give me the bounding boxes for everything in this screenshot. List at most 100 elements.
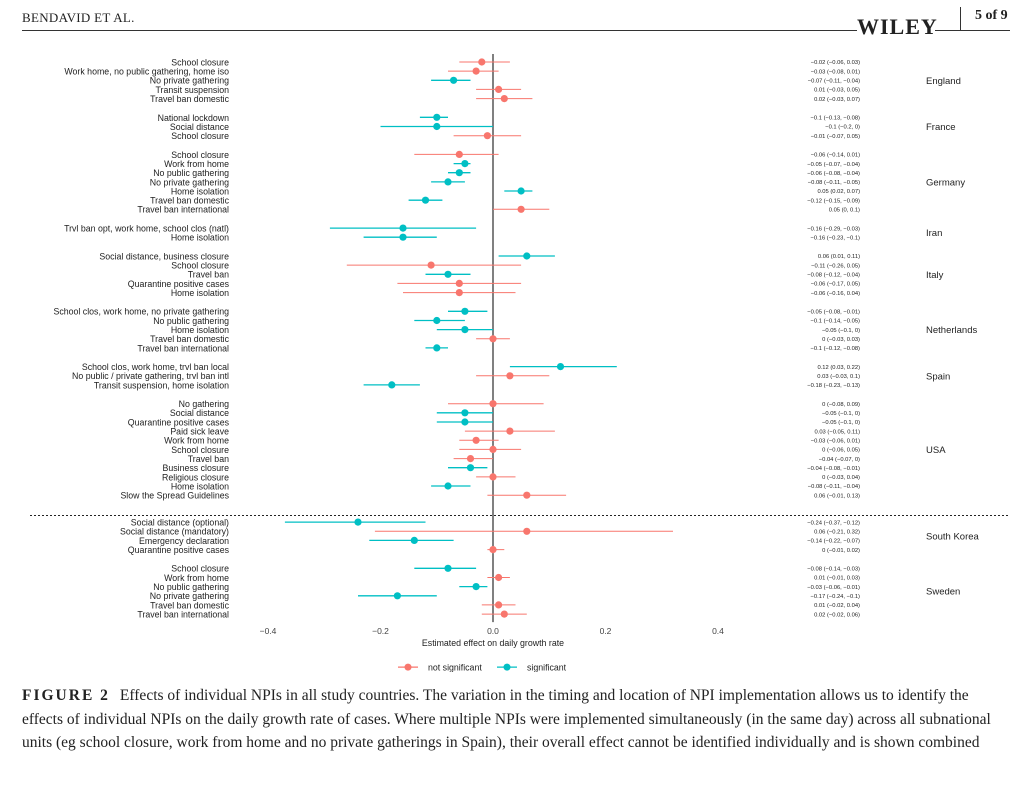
row-label-8-0: Social distance (optional) bbox=[131, 518, 229, 528]
row-label-0-4: Travel ban domestic bbox=[150, 94, 229, 104]
publisher-logo: WILEY bbox=[857, 14, 938, 39]
estimate-text-2-1: −0.05 (−0.07, −0.04) bbox=[807, 162, 860, 168]
point-estimate-5-3 bbox=[489, 335, 497, 343]
country-label-france: France bbox=[926, 122, 956, 133]
header-rule bbox=[22, 30, 857, 31]
row-label-2-5: Travel ban domestic bbox=[150, 196, 229, 206]
point-estimate-1-2 bbox=[483, 132, 491, 140]
row-label-9-2: No public gathering bbox=[153, 582, 229, 592]
row-label-2-6: Travel ban international bbox=[137, 205, 229, 215]
row-label-5-2: Home isolation bbox=[171, 325, 229, 335]
point-estimate-9-0 bbox=[444, 564, 452, 572]
header-divider bbox=[960, 7, 961, 31]
row-label-7-5: School closure bbox=[171, 445, 229, 455]
point-estimate-0-0 bbox=[478, 58, 486, 66]
figure-label: FIGURE 2 bbox=[22, 687, 110, 704]
row-label-9-5: Travel ban international bbox=[137, 610, 229, 620]
row-label-6-0: School clos, work home, trvl ban local bbox=[82, 362, 229, 372]
row-label-9-1: Work from home bbox=[164, 573, 229, 583]
row-label-5-3: Travel ban domestic bbox=[150, 334, 229, 344]
estimate-text-6-1: 0.03 (−0.03, 0.1) bbox=[817, 374, 860, 380]
point-estimate-4-0 bbox=[523, 252, 531, 260]
country-label-england: England bbox=[926, 76, 961, 87]
point-estimate-0-4 bbox=[500, 95, 508, 103]
row-label-4-0: Social distance, business closure bbox=[99, 251, 229, 261]
row-label-3-1: Home isolation bbox=[171, 233, 229, 243]
row-label-7-2: Quarantine positive cases bbox=[128, 417, 230, 427]
point-estimate-7-2 bbox=[461, 418, 469, 426]
point-estimate-9-3 bbox=[393, 592, 401, 600]
x-tick-label: 0.0 bbox=[487, 626, 499, 636]
point-estimate-8-2 bbox=[410, 536, 418, 544]
point-estimate-2-0 bbox=[455, 150, 463, 158]
estimate-text-2-5: −0.12 (−0.15, −0.09) bbox=[807, 198, 860, 204]
row-label-7-1: Social distance bbox=[170, 408, 229, 418]
estimate-text-3-1: −0.16 (−0.23, −0.1) bbox=[811, 235, 861, 241]
row-label-5-4: Travel ban international bbox=[137, 343, 229, 353]
country-label-netherlands: Netherlands bbox=[926, 325, 977, 336]
point-estimate-7-0 bbox=[489, 400, 497, 408]
estimate-text-4-1: −0.11 (−0.26, 0.05) bbox=[811, 263, 860, 269]
forest-plot: England France Germany Iran Italy Netherlands… bbox=[30, 54, 1008, 672]
row-label-1-2: School closure bbox=[171, 131, 229, 141]
row-label-0-0: School closure bbox=[171, 57, 229, 67]
row-label-2-0: School closure bbox=[171, 150, 229, 160]
estimate-text-2-2: −0.06 (−0.08, −0.04) bbox=[807, 171, 860, 177]
point-estimate-6-1 bbox=[506, 372, 514, 380]
x-axis-label: Estimated effect on daily growth rate bbox=[422, 638, 564, 648]
point-estimate-4-3 bbox=[455, 279, 463, 287]
row-label-2-4: Home isolation bbox=[171, 186, 229, 196]
running-head-authors: BENDAVID ET AL. bbox=[22, 10, 135, 25]
point-estimate-8-3 bbox=[489, 546, 497, 554]
estimate-text-7-7: −0.04 (−0.08, −0.01) bbox=[807, 466, 860, 472]
estimate-text-0-0: −0.02 (−0.06, 0.03) bbox=[811, 60, 860, 66]
estimate-text-7-8: 0 (−0.03, 0.04) bbox=[822, 475, 860, 481]
estimate-text-8-2: −0.14 (−0.22, −0.07) bbox=[807, 539, 860, 545]
estimate-text-9-1: 0.01 (−0.01, 0.03) bbox=[814, 576, 860, 582]
point-estimate-1-1 bbox=[433, 122, 441, 131]
point-estimate-4-4 bbox=[455, 289, 463, 297]
estimate-text-0-3: 0.01 (−0.03, 0.05) bbox=[814, 88, 860, 94]
row-label-7-6: Travel ban bbox=[188, 454, 229, 464]
row-label-9-3: No private gathering bbox=[150, 591, 229, 601]
estimate-text-1-2: −0.01 (−0.07, 0.05) bbox=[811, 134, 860, 140]
estimate-text-5-3: 0 (−0.03, 0.03) bbox=[822, 337, 860, 343]
row-label-4-1: School closure bbox=[171, 261, 229, 271]
row-label-5-1: No public gathering bbox=[153, 316, 229, 326]
point-estimate-7-1 bbox=[461, 409, 469, 417]
x-tick-label: 0.4 bbox=[712, 626, 724, 636]
point-estimate-2-3 bbox=[444, 178, 452, 186]
point-estimate-7-8 bbox=[489, 473, 497, 481]
country-label-usa: USA bbox=[926, 445, 946, 456]
country-label-south-korea: South Korea bbox=[926, 531, 980, 542]
row-label-2-2: No public gathering bbox=[153, 168, 229, 178]
point-estimate-2-2 bbox=[455, 169, 463, 177]
row-label-2-3: No private gathering bbox=[150, 177, 229, 187]
estimate-text-1-0: −0.1 (−0.13, −0.08) bbox=[811, 116, 861, 122]
estimate-text-6-0: 0.12 (0.03, 0.22) bbox=[817, 365, 860, 371]
estimate-text-7-6: −0.04 (−0.07, 0) bbox=[819, 457, 860, 463]
estimate-text-2-4: 0.05 (0.02, 0.07) bbox=[817, 189, 860, 195]
point-estimate-7-7 bbox=[466, 464, 475, 472]
point-estimate-2-5 bbox=[421, 196, 430, 204]
estimate-text-7-4: −0.03 (−0.06, 0.01) bbox=[811, 439, 860, 445]
row-label-4-3: Quarantine positive cases bbox=[128, 279, 230, 289]
estimate-text-4-2: −0.08 (−0.12, −0.04) bbox=[807, 273, 860, 279]
country-label-germany: Germany bbox=[926, 177, 965, 188]
page-number: 5 of 9 bbox=[975, 8, 1008, 23]
row-label-5-0: School clos, work home, no private gathe… bbox=[53, 307, 229, 317]
point-estimate-8-0 bbox=[354, 518, 362, 526]
estimate-text-3-0: −0.16 (−0.29, −0.03) bbox=[807, 226, 860, 232]
point-estimate-2-1 bbox=[461, 160, 469, 168]
row-label-0-3: Transit suspension bbox=[155, 85, 229, 95]
estimate-text-4-3: −0.06 (−0.17, 0.05) bbox=[811, 282, 860, 288]
row-label-1-0: National lockdown bbox=[158, 113, 230, 123]
legend-label-significant: significant bbox=[527, 662, 567, 672]
row-label-4-2: Travel ban bbox=[188, 270, 229, 280]
estimate-text-7-5: 0 (−0.06, 0.05) bbox=[822, 448, 860, 454]
figure-caption: FIGURE 2 Effects of individual NPIs in al… bbox=[22, 684, 997, 755]
point-estimate-7-5 bbox=[489, 445, 497, 453]
estimate-text-8-0: −0.24 (−0.37, −0.12) bbox=[807, 520, 860, 526]
row-label-8-3: Quarantine positive cases bbox=[128, 545, 230, 555]
estimate-text-0-2: −0.07 (−0.11, −0.04) bbox=[808, 79, 860, 85]
